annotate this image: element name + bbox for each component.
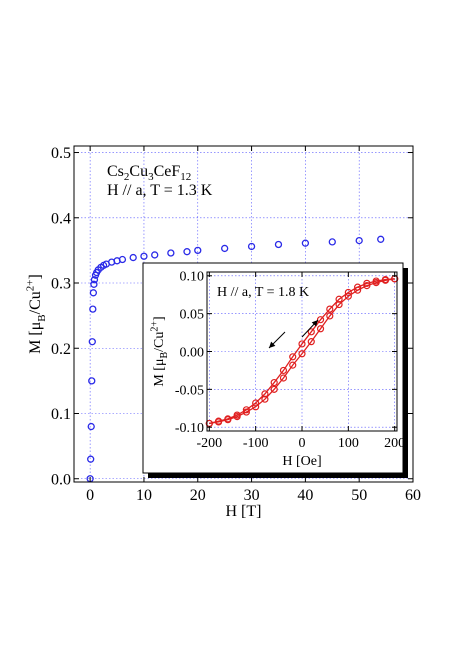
main-y-tick-label: 0.0 <box>51 471 71 488</box>
main-data-point <box>183 248 191 256</box>
inset-ticks: -200 -100 0 100 200 -0.10 -0.05 0.00 0.05 0.10 <box>175 270 405 451</box>
inset-data-point <box>316 316 325 324</box>
main-x-tick-label: 40 <box>297 487 313 504</box>
inset-data-point <box>252 399 260 407</box>
main-condition-label: H // a, T = 1.3 K <box>107 182 213 199</box>
inset-data-point <box>344 288 352 297</box>
main-data-point <box>355 236 363 245</box>
main-data-point <box>90 280 98 288</box>
main-x-tick-label: 20 <box>190 487 206 504</box>
main-data-point <box>377 235 385 243</box>
inset-arrow-increasing-head <box>311 320 318 327</box>
inset-y-tick-label: -0.05 <box>175 383 204 398</box>
inset-y-tick-label: 0.10 <box>180 270 205 285</box>
main-data-point <box>129 253 137 262</box>
inset-data-point <box>270 385 278 393</box>
main-x-tick-label: 30 <box>244 487 260 504</box>
main-data-point <box>167 249 175 257</box>
main-data-point <box>118 255 127 264</box>
main-data-point <box>87 422 95 431</box>
inset-data-point <box>354 283 362 291</box>
inset-background <box>142 262 404 474</box>
main-x-tick-label: 0 <box>86 487 94 504</box>
main-data-points <box>86 235 385 483</box>
main-data-point <box>328 238 336 246</box>
inset-data-point <box>214 417 223 425</box>
main-y-tick-label: 0.4 <box>51 210 71 227</box>
main-data-point <box>88 338 96 346</box>
inset-data-point <box>233 411 241 419</box>
inset-data-point <box>326 312 334 320</box>
inset-data-point <box>279 374 288 382</box>
main-x-tick-label: 50 <box>351 487 367 504</box>
inset-data-point <box>381 275 390 284</box>
inset-x-tick-label: 0 <box>299 436 306 451</box>
inset-data-point <box>372 277 380 285</box>
main-data-point <box>89 289 98 297</box>
inset-data-point <box>261 390 269 398</box>
inset-sweep-arrows <box>268 319 319 349</box>
inset-data-point <box>335 295 343 303</box>
main-data-point <box>88 377 96 385</box>
main-data-point <box>89 305 97 313</box>
main-data-point <box>194 246 202 255</box>
inset-data-point <box>289 353 297 361</box>
main-x-tick-label: 60 <box>405 487 421 504</box>
main-x-axis-label: H [T] <box>226 503 262 520</box>
main-sample-formula: Cs2Cu3CeF12 <box>107 163 191 183</box>
main-data-point <box>140 252 148 260</box>
main-data-point <box>301 239 310 247</box>
main-y-axis-label: M [μB/Cu2+] <box>25 274 48 354</box>
inset-data-point <box>326 305 334 313</box>
inset-data-point <box>279 366 288 375</box>
main-y-tick-label: 0.3 <box>51 276 71 293</box>
main-data-point <box>87 455 95 463</box>
main-ticks: 0 10 20 30 40 50 60 0.0 0.1 0.2 0.3 0.4 0.5 <box>51 145 421 504</box>
inset-data-point <box>261 395 269 403</box>
inset-y-tick-label: 0.05 <box>180 308 205 323</box>
inset-chart: -200 -100 0 100 200 -0.10 -0.05 0.00 0.05 0.10 H … <box>142 262 408 478</box>
main-plot-frame <box>73 145 414 483</box>
inset-x-tick-label: 100 <box>338 436 359 451</box>
inset-data-point <box>363 282 371 290</box>
inset-data-point <box>316 325 325 333</box>
main-y-tick-label: 0.5 <box>51 145 71 162</box>
main-data-point <box>221 244 229 253</box>
inset-y-tick-label: 0.00 <box>180 345 205 360</box>
inset-data-point <box>270 378 278 387</box>
inset-x-tick-label: 200 <box>384 436 405 451</box>
main-y-tick-label: 0.1 <box>51 406 71 423</box>
main-x-tick-label: 10 <box>136 487 152 504</box>
inset-x-axis-label: H [Oe] <box>282 454 321 469</box>
inset-data-point <box>307 328 315 336</box>
main-chart: 0 10 20 30 40 50 60 0.0 0.1 0.2 0.3 0.4 0.5 H [T] M … <box>25 145 421 520</box>
inset-y-axis-label: M [μB/Cu2+] <box>149 316 170 386</box>
inset-y-tick-label: -0.10 <box>175 421 204 436</box>
inset-data-series <box>205 275 399 428</box>
inset-data-point <box>363 279 371 287</box>
main-data-point <box>90 276 99 284</box>
inset-data-point <box>289 361 297 369</box>
main-data-point <box>274 240 283 249</box>
main-data-point <box>247 242 256 251</box>
inset-data-point <box>242 406 250 414</box>
inset-arrow-decreasing-head <box>269 341 276 348</box>
inset-condition-label: H // a, T = 1.8 K <box>217 285 309 300</box>
inset-data-point <box>335 300 343 309</box>
main-y-tick-label: 0.2 <box>51 341 71 358</box>
inset-x-tick-label: -200 <box>196 436 222 451</box>
main-data-point <box>151 251 159 259</box>
inset-data-point <box>298 340 306 348</box>
inset-x-tick-label: -100 <box>243 436 269 451</box>
inset-data-point <box>224 415 232 423</box>
inset-data-point <box>298 350 306 358</box>
inset-data-point <box>307 338 315 346</box>
